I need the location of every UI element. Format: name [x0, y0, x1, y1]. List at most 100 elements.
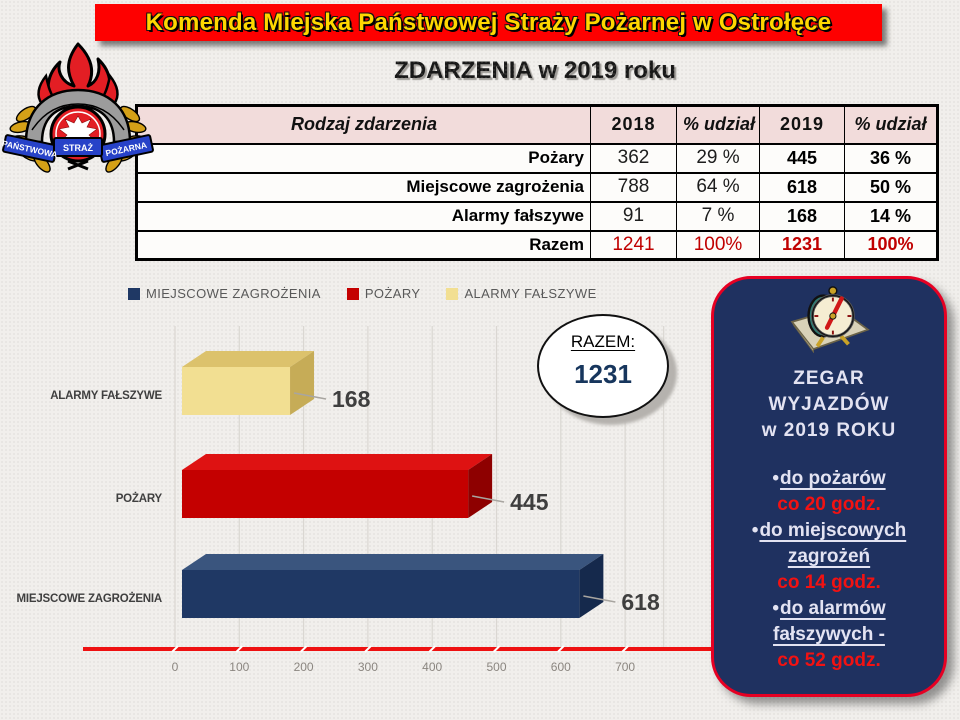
legend-item-alarmy: ALARMY FAŁSZYWE — [446, 286, 596, 301]
bar-value-label: 445 — [510, 489, 549, 515]
row-label: Razem — [136, 229, 591, 261]
panel-item-label: do alarmów fałszywych - — [773, 598, 886, 645]
share-2018: 7 % — [676, 200, 760, 232]
bar-side-face — [468, 454, 493, 518]
bar-front-face — [182, 470, 469, 518]
panel-item: •do pożarów co 20 godz. — [714, 466, 944, 518]
share-2018: 29 % — [676, 142, 760, 174]
bar-pożary: 445 POŻARY — [116, 454, 549, 518]
tick-slash — [557, 645, 565, 653]
legend-item-pozary: POŻARY — [346, 286, 421, 301]
x-tick-label: 200 — [294, 660, 314, 674]
table-total-row: Razem 1241 100% 1231 100% — [136, 229, 938, 261]
panel-item-label: do miejscowych zagrożeń — [759, 520, 907, 567]
ribbon-text-center: STRAŻ — [63, 143, 93, 153]
bar-category-label: MIEJSCOWE ZAGROŻENIA — [16, 592, 162, 605]
panel-item: •do miejscowych zagrożeń co 14 godz. — [714, 518, 944, 596]
bar-top-face — [182, 454, 493, 470]
x-tick-label: 0 — [172, 660, 179, 674]
legend-item-miejscowe: MIEJSCOWE ZAGROŻENIA — [128, 286, 321, 301]
total-badge: RAZEM: 1231 — [537, 314, 669, 418]
tick-slash — [492, 645, 501, 653]
x-tick-label: 100 — [229, 660, 249, 674]
leader-line — [583, 595, 616, 603]
panel-item-value: co 52 godz. — [777, 650, 881, 671]
panel-item-value: co 20 godz. — [777, 494, 881, 515]
col-header-udzial-2018: % udział — [676, 104, 760, 145]
bar-category-label: POŻARY — [116, 492, 163, 505]
legend-label: POŻARY — [364, 286, 421, 301]
x-tick-label: 300 — [358, 660, 378, 674]
total-badge-value: 1231 — [574, 359, 632, 389]
alarm-clock-icon — [790, 286, 870, 354]
tick-slash — [621, 645, 629, 653]
value-2018: 1241 — [590, 229, 677, 261]
bar-front-face — [182, 570, 580, 618]
bar-alarmy-fałszywe: 168 ALARMY FAŁSZYWE — [50, 351, 371, 415]
leader-line — [293, 392, 327, 400]
tick-slash — [171, 645, 179, 653]
share-2019: 50 % — [844, 171, 938, 203]
bar-top-face — [182, 351, 315, 367]
share-2019: 100% — [844, 229, 938, 261]
value-2018: 91 — [590, 200, 677, 232]
legend-swatch-yellow-icon — [446, 287, 459, 300]
bar-chart-svg: 168 ALARMY FAŁSZYWE 445 POŻARY 618 MIEJSCOWE … — [16, 326, 712, 674]
page-title: ZDARZENIA w 2019 roku — [394, 57, 676, 84]
bullet-icon: • — [772, 468, 780, 489]
col-header-udzial-2019: % udział — [844, 104, 938, 145]
tick-slash — [235, 645, 244, 653]
bar-front-face — [182, 367, 291, 415]
panel-item: •do alarmów fałszywych - co 52 godz. — [714, 596, 944, 674]
value-2019: 168 — [759, 200, 845, 232]
legend-label: ALARMY FAŁSZYWE — [464, 286, 597, 301]
value-2019: 618 — [759, 171, 845, 203]
legend-swatch-red-icon — [346, 287, 359, 300]
table-header-row: Rodzaj zdarzenia 2018 % udział 2019 % ud… — [136, 104, 938, 145]
value-2018: 362 — [590, 142, 677, 174]
col-header-2018: 2018 — [590, 104, 677, 145]
share-2019: 36 % — [844, 142, 938, 174]
value-2019: 445 — [759, 142, 845, 174]
x-tick-label: 700 — [615, 660, 635, 674]
row-label: Alarmy fałszywe — [136, 200, 591, 232]
x-tick-label: 600 — [551, 660, 571, 674]
bar-value-label: 168 — [332, 386, 371, 412]
panel-title: ZEGAR WYJAZDÓW w 2019 ROKU — [714, 366, 944, 444]
panel-items: •do pożarów co 20 godz. •do miejscowych … — [714, 466, 944, 674]
panel-title-line: ZEGAR — [793, 368, 865, 389]
chart-legend: MIEJSCOWE ZAGROŻENIA POŻARY ALARMY FAŁSZ… — [128, 286, 597, 301]
tick-slash — [364, 645, 372, 653]
value-2019: 1231 — [759, 229, 845, 261]
panel-item-value: co 14 godz. — [777, 572, 881, 593]
bar-side-face — [290, 351, 315, 415]
bar-top-face — [182, 554, 604, 570]
panel-title-line: WYJAZDÓW — [768, 394, 890, 415]
events-table: Rodzaj zdarzenia 2018 % udział 2019 % ud… — [135, 104, 939, 261]
row-label: Miejscowe zagrożenia — [136, 171, 591, 203]
bar-category-label: ALARMY FAŁSZYWE — [50, 390, 162, 402]
panel-title-line: w 2019 ROKU — [761, 420, 897, 441]
legend-label: MIEJSCOWE ZAGROŻENIA — [146, 286, 321, 301]
share-2018: 100% — [676, 229, 760, 261]
header-title: Komenda Miejska Państwowej Straży Pożarn… — [145, 8, 832, 36]
table-row: Miejscowe zagrożenia 788 64 % 618 50 % — [136, 171, 938, 203]
x-tick-label: 500 — [486, 660, 506, 674]
bullet-icon: • — [772, 598, 780, 619]
bar-side-face — [579, 554, 604, 618]
leader-line — [471, 495, 505, 503]
tick-slash — [299, 645, 308, 653]
fire-brigade-emblem-icon: PAŃSTWOWA STRAŻ POŻARNA — [1, 42, 154, 173]
bullet-icon: • — [751, 520, 759, 541]
share-2019: 14 % — [844, 200, 938, 232]
bar-miejscowe-zagrożenia: 618 MIEJSCOWE ZAGROŻENIA — [16, 554, 660, 618]
panel-item-label: do pożarów — [780, 468, 886, 489]
tick-slash — [428, 645, 436, 653]
row-label: Pożary — [136, 142, 591, 174]
header-banner: Komenda Miejska Państwowej Straży Pożarn… — [95, 4, 882, 41]
legend-swatch-navy-icon — [128, 287, 140, 300]
col-header-2019: 2019 — [759, 104, 845, 145]
table-row: Pożary 362 29 % 445 36 % — [136, 142, 938, 174]
col-header-rodzaj: Rodzaj zdarzenia — [136, 104, 591, 145]
